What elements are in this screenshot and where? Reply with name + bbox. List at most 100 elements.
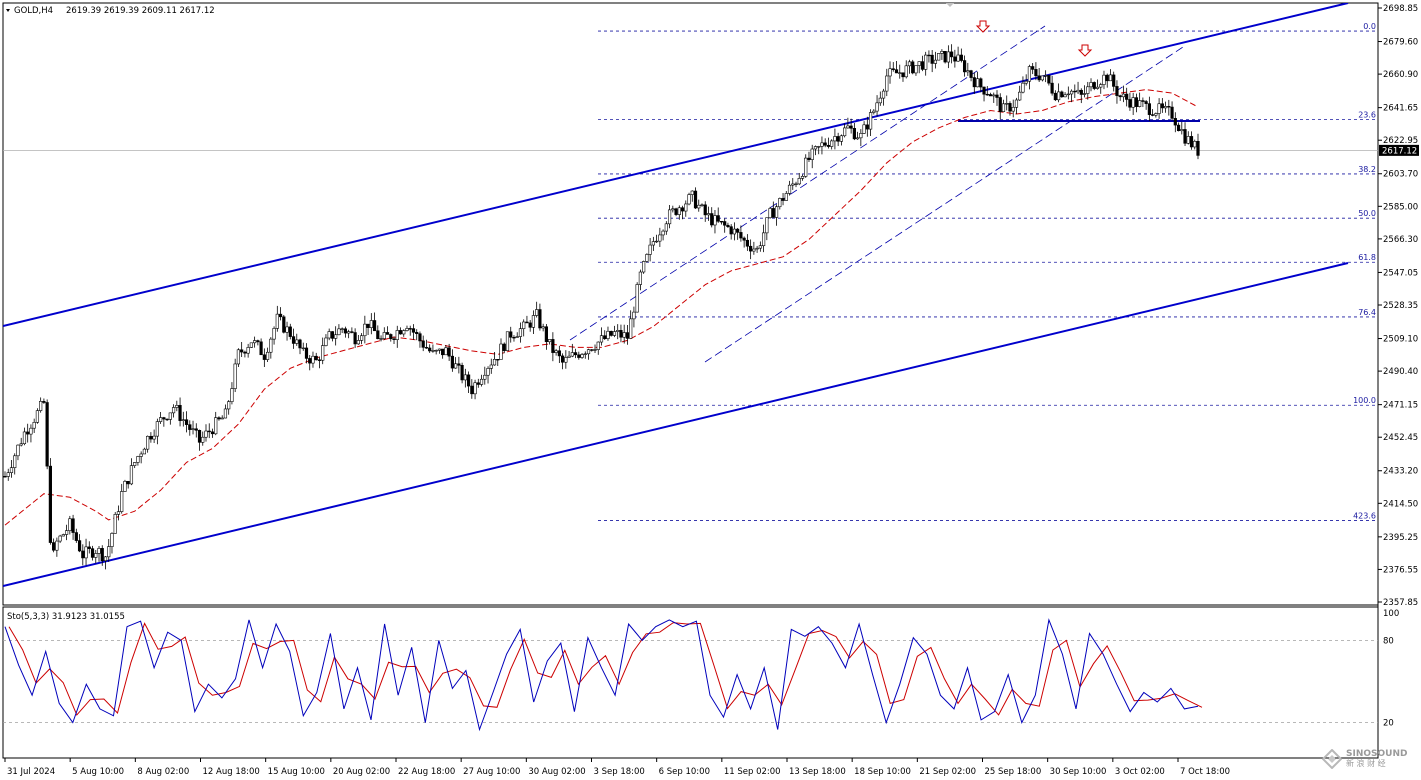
candle-body <box>197 429 202 443</box>
candle-body <box>19 443 23 446</box>
candle-body <box>920 61 925 70</box>
symbol-menu-icon[interactable] <box>6 9 10 12</box>
candle-body <box>522 321 526 329</box>
candle-body <box>946 51 950 63</box>
candle-body <box>470 385 474 395</box>
time-axis[interactable]: 31 Jul 2024 5 Aug 10:00 8 Aug 02:00 12 Aug … <box>4 758 1230 777</box>
candle-body <box>314 355 318 361</box>
price-tick-label: 2471.15 <box>1383 401 1418 411</box>
time-tick-label: 21 Sep 02:00 <box>919 767 976 777</box>
price-tick-label: 2547.05 <box>1383 268 1418 278</box>
current-price-label: 2617.12 <box>1382 146 1417 156</box>
candle-body <box>240 349 244 353</box>
candle-body <box>781 198 785 201</box>
candle-body <box>116 511 121 515</box>
candle-body <box>995 94 999 98</box>
candle-body <box>1183 129 1187 144</box>
candle-body <box>463 374 467 381</box>
candle-body <box>525 321 529 324</box>
candle-body <box>1021 82 1025 93</box>
candle-body <box>223 408 228 419</box>
candle-body <box>129 465 134 485</box>
candle-body <box>246 347 250 354</box>
candle-body <box>752 248 756 252</box>
price-pane[interactable] <box>2 2 1379 606</box>
candle-body <box>1147 103 1151 115</box>
fibonacci-retracement[interactable]: 0.0 23.6 38.2 50.0 61.8 76.4 100.0 423.6 <box>598 22 1378 521</box>
candle-body <box>411 328 416 333</box>
candle-body <box>343 328 347 334</box>
time-tick-label: 5 Aug 10:00 <box>72 767 124 777</box>
lower-channel-line[interactable] <box>3 262 1349 587</box>
candle-body <box>1076 89 1080 93</box>
candle-body <box>139 453 143 457</box>
candle-body <box>6 472 10 477</box>
candle-body <box>684 203 688 212</box>
candle-body <box>723 221 727 226</box>
candle-body <box>651 241 655 246</box>
candle-body <box>42 401 46 403</box>
candle-body <box>843 127 847 137</box>
candle-body <box>133 462 137 466</box>
candle-body <box>548 339 552 343</box>
candle-body <box>1176 124 1181 132</box>
candle-body <box>113 514 117 534</box>
candle-body <box>64 530 69 535</box>
candle-body <box>580 354 584 358</box>
candle-body <box>745 239 749 247</box>
sinosound-logo-icon <box>1322 749 1342 769</box>
candle-body <box>155 421 159 437</box>
candle-body <box>583 353 587 355</box>
upper-channel-line[interactable] <box>3 3 1349 327</box>
candle-body <box>671 208 675 211</box>
price-tick-label: 2660.90 <box>1383 70 1418 80</box>
price-tick-label: 2528.35 <box>1383 301 1418 311</box>
candle-body <box>304 347 309 359</box>
candle-body <box>207 430 211 433</box>
candle-body <box>1008 103 1012 112</box>
price-tick-label: 2452.45 <box>1383 433 1418 443</box>
candle-body <box>700 204 704 206</box>
candle-body <box>126 480 130 485</box>
candle-body <box>726 224 730 227</box>
candle-body <box>528 322 532 328</box>
stochastic-pane[interactable] <box>2 606 1379 759</box>
candle-body <box>1128 99 1132 108</box>
price-plot-area: 0.0 23.6 38.2 50.0 61.8 76.4 100.0 423.6 <box>3 3 1378 587</box>
candle-body <box>531 315 536 328</box>
candle-body <box>975 78 980 88</box>
candle-body <box>473 382 477 395</box>
candle-body <box>204 430 208 438</box>
candle-body <box>392 338 396 340</box>
candle-body <box>1186 136 1190 144</box>
candle-body <box>635 284 639 313</box>
candle-body <box>1001 103 1006 112</box>
price-tick-label: 2679.60 <box>1383 38 1418 48</box>
candle-body <box>55 540 59 551</box>
candlesticks <box>3 44 1200 570</box>
price-tick-label: 2414.50 <box>1383 499 1418 509</box>
candle-body <box>1121 93 1126 98</box>
candle-body <box>826 144 831 147</box>
candle-body <box>950 51 954 58</box>
candle-body <box>810 148 814 160</box>
stochastic-axis: 100 80 20 <box>1383 609 1399 729</box>
candle-body <box>418 333 422 342</box>
candle-body <box>940 51 944 54</box>
candle-body <box>616 330 620 332</box>
candle-body <box>674 208 678 215</box>
candle-body <box>317 359 322 361</box>
price-tick-label: 2641.65 <box>1383 104 1418 114</box>
candle-body <box>677 207 681 215</box>
inner-channel-upper[interactable] <box>569 25 1046 341</box>
time-tick-label: 20 Aug 02:00 <box>333 767 390 777</box>
candle-body <box>1005 103 1009 105</box>
chart-shift-marker-icon[interactable] <box>946 3 954 7</box>
candle-body <box>655 240 659 243</box>
price-axis[interactable]: 2698.85 2679.60 2660.90 2641.65 2622.95 2603.… <box>1378 4 1418 608</box>
candle-body <box>985 93 989 96</box>
candle-body <box>1108 74 1113 82</box>
candle-body <box>1053 92 1057 101</box>
candle-body <box>136 456 140 463</box>
